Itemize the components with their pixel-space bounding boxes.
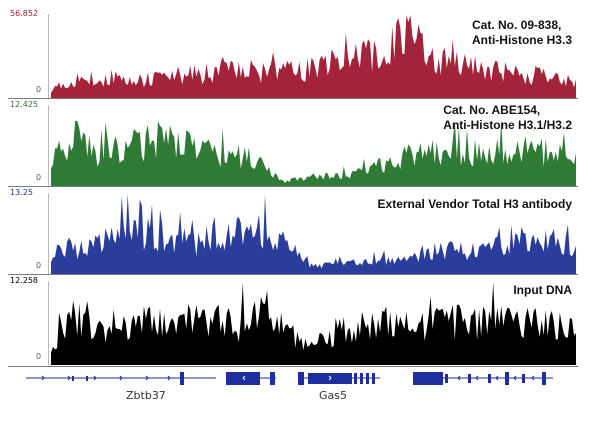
exon — [505, 372, 509, 385]
exon — [413, 372, 443, 385]
track-separator — [8, 186, 578, 187]
track-separator — [8, 274, 578, 275]
intron-arrows-zbtb37 — [41, 375, 171, 381]
coverage-area — [51, 120, 576, 186]
exon — [366, 373, 369, 384]
gene-annotation-track[interactable]: Zbtb37 Gas5 — [8, 366, 578, 404]
track-label-line1: Cat. No. 09-838, — [471, 18, 562, 32]
track-label-line1: Cat. No. ABE154, — [443, 103, 541, 117]
track-total-h3[interactable]: 13.25 0 External Vendor Total H3 antibod… — [8, 187, 578, 275]
exon — [298, 372, 304, 385]
coverage-plot-h31 — [51, 120, 576, 186]
data-range-min: 0 — [36, 352, 42, 361]
track-input-dna[interactable]: 12.258 0 Input DNA — [8, 275, 578, 365]
track-label-input-dna: Input DNA — [513, 283, 572, 298]
data-range-min: 0 — [36, 85, 42, 94]
track-h31[interactable]: 12.425 0 Cat. No. ABE154, Anti-Histone H… — [8, 99, 578, 187]
exon — [226, 372, 230, 385]
exon — [542, 372, 546, 385]
exon — [468, 374, 471, 383]
track-axis — [48, 14, 49, 98]
coverage-plot-total-h3 — [51, 194, 576, 274]
track-h33[interactable]: 56.852 0 Cat. No. 09-838, Anti-Histone H… — [8, 8, 578, 99]
genome-browser: 56.852 0 Cat. No. 09-838, Anti-Histone H… — [8, 8, 578, 403]
exon — [270, 372, 275, 385]
coverage-plot-h33 — [51, 15, 576, 98]
exon — [86, 376, 88, 381]
data-range-min: 0 — [36, 173, 42, 182]
exon — [488, 374, 491, 383]
exon — [360, 373, 363, 384]
track-axis — [48, 193, 49, 274]
exon — [180, 372, 184, 385]
track-label-h31: Cat. No. ABE154, Anti-Histone H3.1/H3.2 — [443, 103, 572, 133]
data-range-max: 12.258 — [10, 276, 38, 285]
exon — [372, 373, 375, 384]
track-label-line1: Input DNA — [513, 283, 572, 297]
data-range-max: 13.25 — [10, 188, 33, 197]
track-axis — [48, 105, 49, 186]
coverage-area — [51, 194, 576, 274]
gene-label-gas5[interactable]: Gas5 — [319, 389, 347, 402]
track-label-h33: Cat. No. 09-838, Anti-Histone H3.3 — [472, 18, 572, 48]
data-range-max: 56.852 — [10, 9, 38, 18]
track-axis — [48, 281, 49, 365]
gene-label-zbtb37[interactable]: Zbtb37 — [126, 389, 166, 402]
coverage-area — [51, 282, 576, 365]
track-label-total-h3: External Vendor Total H3 antibody — [378, 197, 572, 212]
exon — [522, 374, 525, 383]
coverage-area — [51, 15, 576, 98]
track-label-line1: External Vendor Total H3 antibody — [377, 197, 572, 211]
exon — [354, 373, 357, 384]
exon — [72, 376, 74, 381]
coverage-plot-input-dna — [51, 282, 576, 365]
data-range-min: 0 — [36, 261, 42, 270]
gene-models — [26, 372, 553, 385]
track-separator — [8, 98, 578, 99]
data-range-max: 12.425 — [10, 100, 38, 109]
track-label-line2: Anti-Histone H3.1/H3.2 — [443, 118, 572, 132]
exon — [445, 374, 448, 383]
exon — [230, 372, 260, 385]
track-label-line2: Anti-Histone H3.3 — [471, 33, 572, 47]
